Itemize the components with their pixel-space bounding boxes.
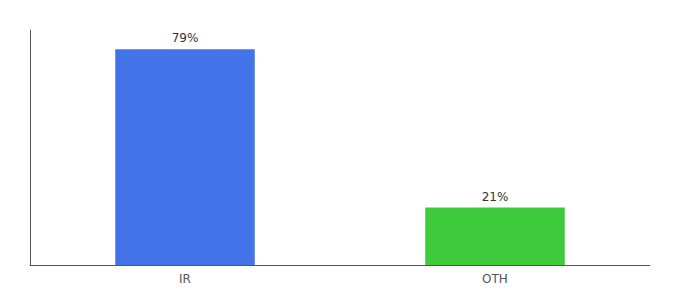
svg-text:21%: 21% — [482, 190, 509, 204]
svg-text:79%: 79% — [172, 31, 199, 45]
svg-text:IR: IR — [179, 272, 191, 286]
svg-text:OTH: OTH — [482, 272, 508, 286]
